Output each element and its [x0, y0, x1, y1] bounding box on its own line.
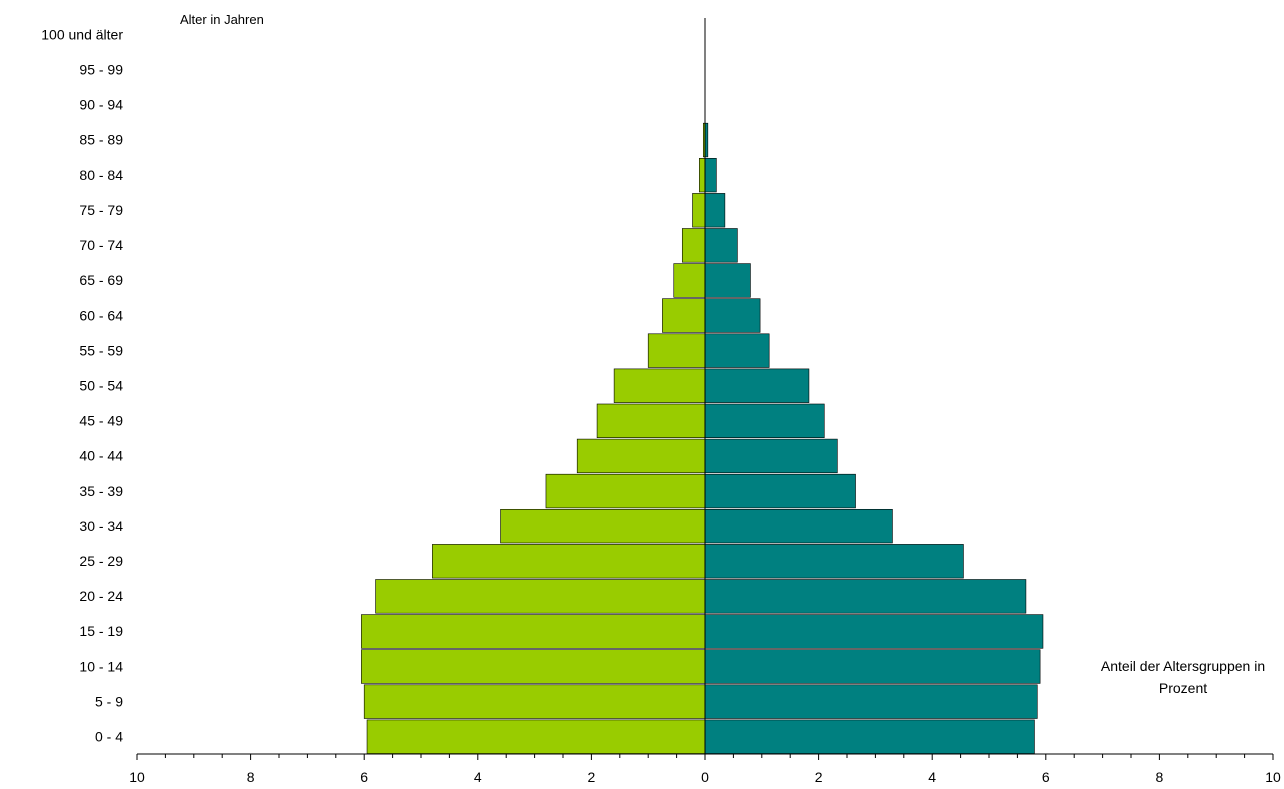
bar-right-16 — [704, 158, 717, 193]
x-tick-label: 6 — [1042, 769, 1050, 785]
bar-right-1 — [704, 684, 1038, 719]
bar-right-13 — [704, 263, 751, 298]
y-tick-labels: 0 - 4 5 - 9 10 - 14 15 - 19 20 - 24 25 - 29 30… — [41, 26, 123, 744]
bar-right-3 — [704, 614, 1044, 649]
y-tick-label: 90 - 94 — [79, 97, 123, 113]
bar-right-0 — [704, 719, 1035, 754]
bar-left-16 — [699, 158, 706, 193]
bar-right-14 — [704, 228, 738, 263]
bar-right-15 — [704, 193, 726, 228]
bar-left-9 — [596, 403, 706, 439]
x-tick-label: 2 — [588, 769, 596, 785]
bar-left-15 — [692, 193, 706, 228]
bar-right-4 — [704, 579, 1027, 614]
y-tick-label: 20 - 24 — [79, 588, 123, 604]
bar-left-10 — [613, 368, 706, 403]
bar-left-2 — [361, 649, 706, 684]
bar-right-7 — [704, 473, 856, 509]
y-tick-label: 70 - 74 — [79, 237, 123, 253]
x-tick-label: 8 — [247, 769, 255, 785]
y-tick-label: 85 - 89 — [79, 132, 123, 148]
y-tick-label: 75 - 79 — [79, 202, 123, 218]
y-tick-label: 5 - 9 — [95, 693, 123, 709]
bar-right-11 — [704, 333, 770, 368]
bars-group — [361, 122, 1044, 754]
x-tick-label: 6 — [360, 769, 368, 785]
bar-right-12 — [704, 298, 761, 333]
x-tick-label: 8 — [1156, 769, 1164, 785]
y-tick-label: 65 - 69 — [79, 272, 123, 288]
y-tick-label: 30 - 34 — [79, 518, 123, 534]
y-tick-label: 60 - 64 — [79, 307, 123, 323]
y-tick-label: 10 - 14 — [79, 658, 123, 674]
bar-left-4 — [375, 579, 706, 614]
x-tick-label: 0 — [701, 769, 709, 785]
y-tick-label: 100 und älter — [41, 26, 123, 42]
bar-left-8 — [576, 438, 706, 474]
y-axis-title: Alter in Jahren — [180, 12, 264, 27]
bar-left-7 — [545, 473, 706, 509]
bar-right-8 — [704, 438, 838, 474]
y-tick-label: 55 - 59 — [79, 342, 123, 358]
bar-right-10 — [704, 368, 810, 403]
y-tick-label: 80 - 84 — [79, 167, 123, 183]
bar-left-6 — [500, 508, 706, 544]
x-tick-label: 10 — [1265, 769, 1281, 785]
x-tick-labels: 10 8 6 4 2 0 2 4 6 8 10 — [129, 769, 1281, 785]
bar-left-13 — [673, 263, 706, 298]
bar-right-6 — [704, 508, 893, 544]
x-tick-label: 10 — [129, 769, 145, 785]
bar-right-2 — [704, 649, 1041, 684]
y-tick-label: 95 - 99 — [79, 62, 123, 78]
bar-left-1 — [363, 684, 706, 719]
bar-right-5 — [704, 544, 964, 579]
y-tick-label: 50 - 54 — [79, 377, 123, 393]
y-tick-label: 25 - 29 — [79, 553, 123, 569]
bar-left-3 — [361, 614, 706, 649]
y-tick-label: 0 - 4 — [95, 728, 123, 744]
x-tick-label: 2 — [815, 769, 823, 785]
x-axis-title: Anteil der Altersgruppen in Prozent — [1100, 658, 1266, 696]
bar-left-12 — [662, 298, 706, 333]
y-tick-label: 45 - 49 — [79, 413, 123, 429]
y-tick-label: 35 - 39 — [79, 483, 123, 499]
bar-left-14 — [681, 228, 706, 263]
y-tick-label: 15 - 19 — [79, 623, 123, 639]
bar-left-11 — [647, 333, 706, 368]
bar-left-5 — [432, 544, 706, 579]
x-tick-label: 4 — [474, 769, 482, 785]
y-tick-label: 40 - 44 — [79, 448, 123, 464]
x-tick-label: 4 — [928, 769, 936, 785]
bar-left-0 — [366, 719, 706, 754]
bar-right-9 — [704, 403, 825, 439]
axes-group — [136, 18, 1274, 760]
